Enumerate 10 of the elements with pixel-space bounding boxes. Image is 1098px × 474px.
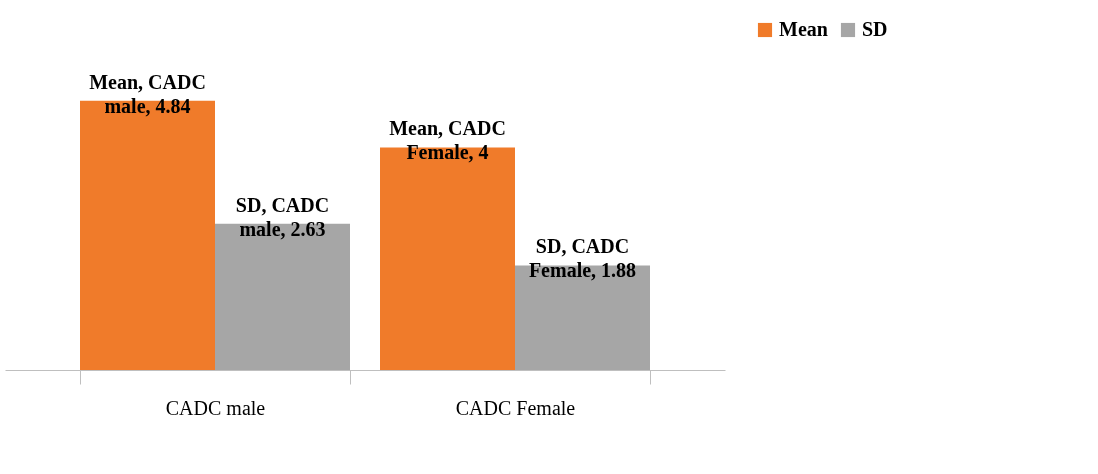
data-label: Mean, CADC male, 4.84 (89, 70, 206, 117)
data-label: SD, CADC male, 2.63 (235, 193, 330, 240)
x-tick-label: CADC male (165, 396, 266, 419)
legend-label: Mean (779, 18, 828, 40)
bar (80, 100, 215, 370)
bar (215, 223, 350, 370)
data-label: SD, CADC Female, 1.88 (528, 235, 637, 282)
x-tick-label: CADC Female (455, 396, 576, 419)
legend-label: SD (862, 18, 888, 40)
data-label: Mean, CADC Female, 4 (389, 117, 506, 164)
